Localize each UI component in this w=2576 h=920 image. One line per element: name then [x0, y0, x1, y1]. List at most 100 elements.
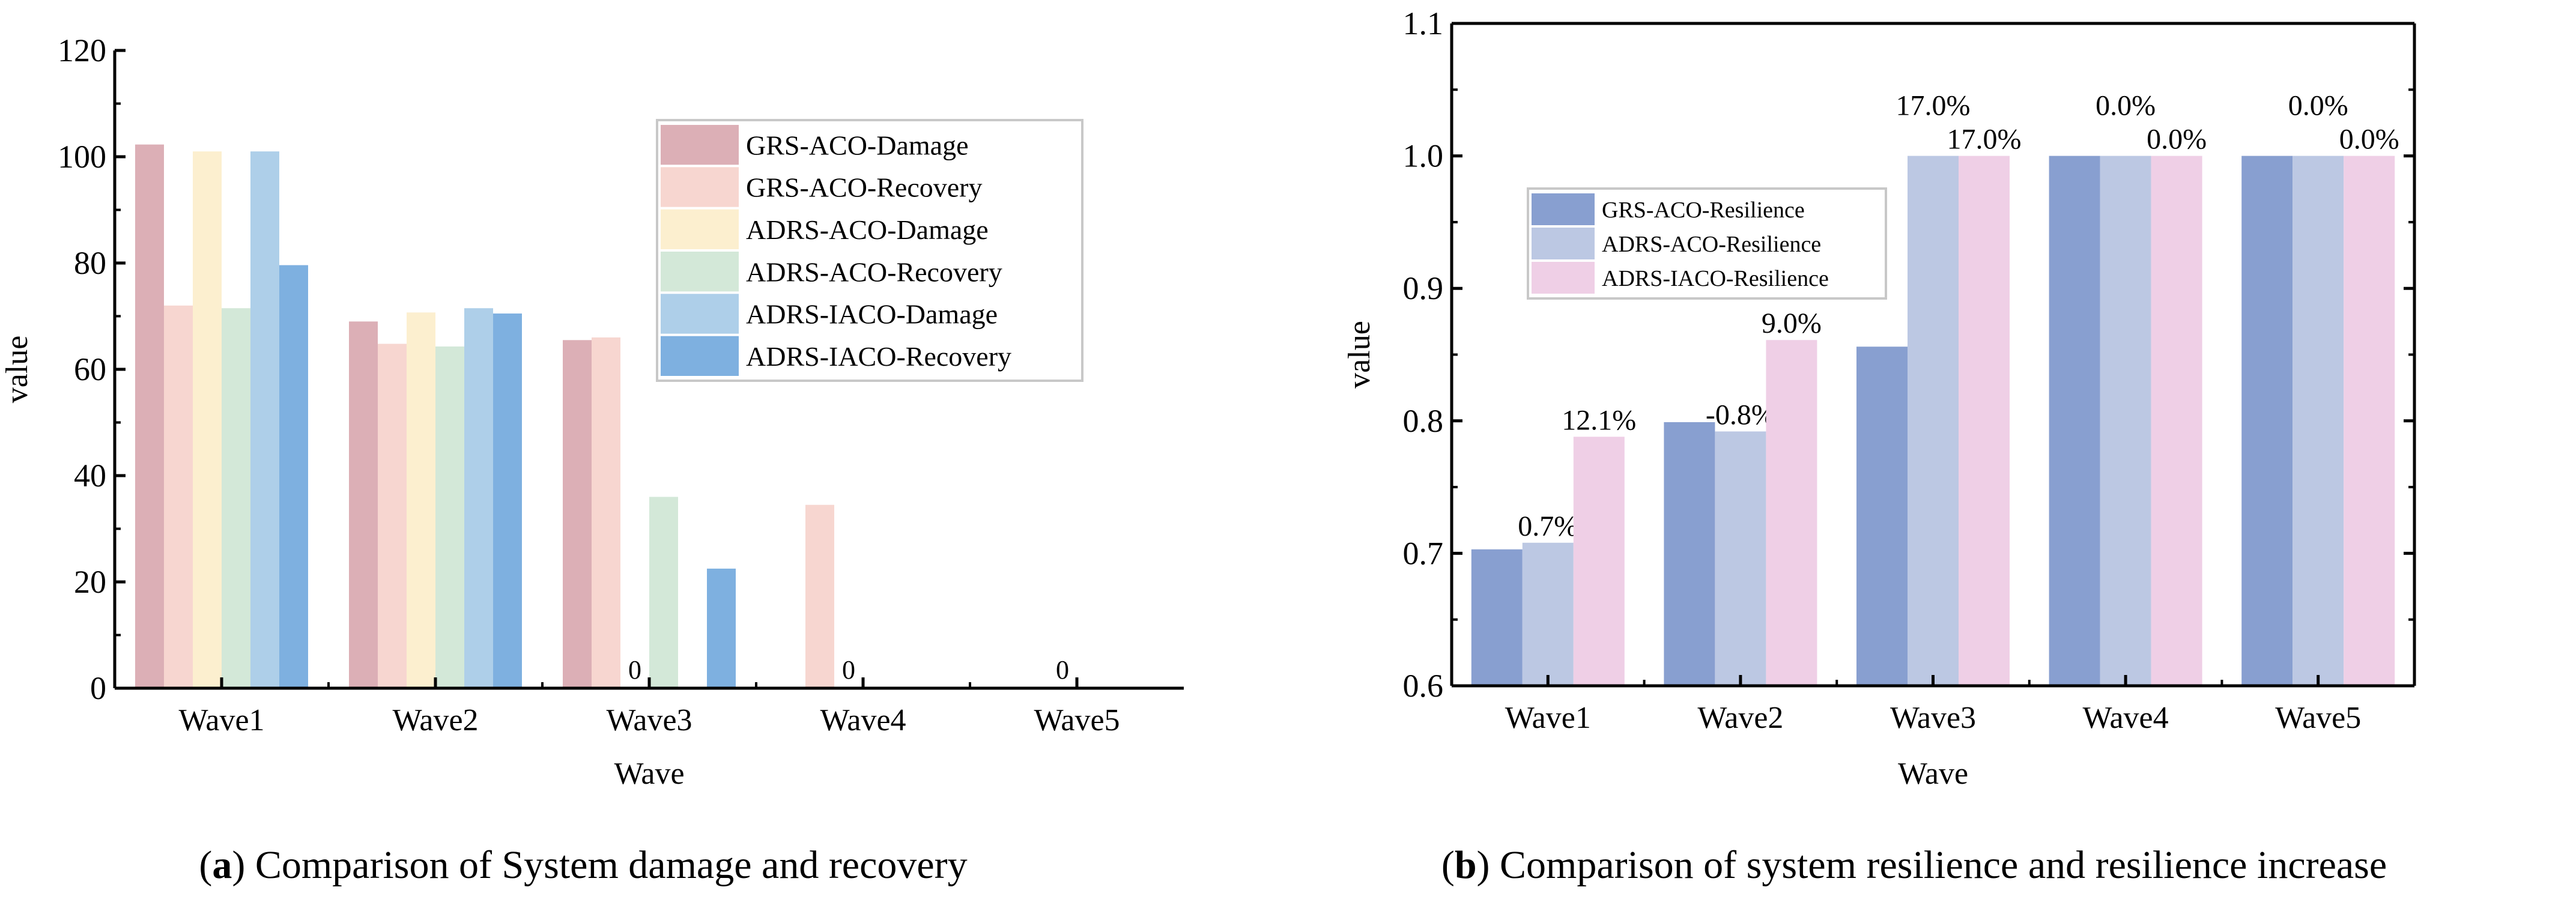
x-axis-label: Wave	[1898, 757, 1968, 791]
x-tick-label: Wave3	[606, 703, 692, 737]
bar	[592, 337, 620, 688]
caption-paren: (	[1441, 843, 1455, 887]
y-tick-label: 0.6	[1403, 668, 1444, 704]
y-tick-label: 20	[74, 564, 106, 600]
y-tick-label: 40	[74, 458, 106, 494]
bar	[2151, 156, 2202, 686]
y-tick-label: 1.1	[1403, 5, 1444, 41]
legend-swatch	[661, 252, 739, 292]
x-axis-label: Wave	[614, 757, 684, 791]
bar	[135, 144, 164, 688]
caption-paren: )	[232, 843, 255, 887]
y-tick-label: 1.0	[1403, 138, 1444, 174]
bar	[1522, 542, 1574, 686]
y-tick-label: 0	[90, 670, 106, 706]
bar	[193, 151, 222, 688]
y-tick-label: 0.7	[1403, 535, 1444, 571]
x-tick-label: Wave3	[1890, 701, 1976, 735]
data-label: 17.0%	[1947, 124, 2022, 156]
bar	[378, 343, 407, 688]
y-tick-label: 120	[58, 32, 106, 68]
data-label: 0.0%	[2096, 90, 2156, 122]
caption-letter: b	[1455, 843, 1477, 887]
bar	[2293, 156, 2344, 686]
legend-label: ADRS-ACO-Resilience	[1602, 232, 1821, 257]
x-tick-label: Wave4	[2083, 701, 2169, 735]
caption: (b) Comparison of system resilience and …	[1441, 843, 2387, 887]
bar	[707, 568, 736, 688]
legend-swatch	[661, 167, 739, 207]
bar	[349, 321, 378, 688]
x-tick-label: Wave5	[2275, 701, 2361, 735]
legend-label: GRS-ACO-Recovery	[746, 172, 983, 203]
bar	[407, 312, 435, 688]
x-tick-label: Wave5	[1034, 703, 1120, 737]
y-tick-label: 80	[74, 245, 106, 281]
x-tick-label: Wave4	[820, 703, 906, 737]
bar	[805, 504, 834, 688]
bar	[1471, 549, 1523, 686]
y-axis-label: value	[0, 336, 34, 404]
legend-swatch	[1532, 228, 1595, 259]
bar	[435, 346, 464, 688]
caption-paren: )	[1477, 843, 1500, 887]
data-label: 0.0%	[2288, 90, 2348, 122]
data-label: 0	[1056, 655, 1069, 685]
bar	[1856, 347, 1908, 686]
y-tick-label: 100	[58, 139, 106, 175]
legend-label: ADRS-IACO-Recovery	[746, 341, 1011, 372]
data-label: 0	[842, 655, 855, 685]
data-label: 0.7%	[1518, 510, 1578, 542]
data-label: 0.0%	[2339, 124, 2399, 156]
bar	[250, 151, 279, 688]
legend-label: ADRS-IACO-Damage	[746, 299, 998, 330]
legend-label: ADRS-ACO-Recovery	[746, 256, 1002, 287]
caption: (a) Comparison of System damage and reco…	[199, 843, 967, 887]
data-label: 9.0%	[1762, 307, 1822, 339]
bar	[1715, 431, 1766, 686]
bar	[1766, 340, 1817, 686]
legend-label: GRS-ACO-Resilience	[1602, 198, 1805, 223]
y-axis-label: value	[1342, 321, 1377, 389]
bar	[279, 265, 308, 688]
legend-swatch	[1532, 262, 1595, 294]
data-label: 0	[628, 655, 641, 685]
caption-paren: (	[199, 843, 212, 887]
bar	[164, 305, 193, 688]
bar	[1908, 156, 1959, 686]
bar	[649, 497, 678, 688]
legend-label: ADRS-IACO-Resilience	[1602, 266, 1829, 291]
caption-text: Comparison of System damage and recovery	[255, 843, 968, 887]
y-tick-label: 0.9	[1403, 270, 1444, 306]
caption-text: Comparison of system resilience and resi…	[1500, 843, 2387, 887]
x-tick-label: Wave2	[1697, 701, 1783, 735]
data-label: 0.0%	[2147, 124, 2207, 156]
legend-swatch	[1532, 193, 1595, 225]
bar	[2100, 156, 2151, 686]
bar	[2241, 156, 2293, 686]
bar	[493, 313, 522, 688]
bar	[1664, 422, 1715, 686]
y-tick-label: 0.8	[1403, 403, 1444, 439]
bar	[222, 308, 250, 688]
bar	[2344, 156, 2395, 686]
legend-swatch	[661, 125, 739, 165]
data-label: 17.0%	[1896, 90, 1971, 122]
data-label: 12.1%	[1562, 404, 1636, 436]
bar	[1959, 156, 2010, 686]
legend-swatch	[661, 336, 739, 376]
legend-label: GRS-ACO-Damage	[746, 130, 969, 160]
x-tick-label: Wave1	[1505, 701, 1591, 735]
x-tick-label: Wave2	[392, 703, 478, 737]
y-tick-label: 60	[74, 351, 106, 387]
data-label: -0.8%	[1706, 399, 1775, 431]
bar	[1573, 437, 1625, 686]
caption-letter: a	[212, 843, 232, 887]
bar	[2049, 156, 2100, 686]
x-tick-label: Wave1	[178, 703, 264, 737]
bar	[464, 308, 493, 688]
legend-swatch	[661, 209, 739, 249]
bar	[563, 340, 592, 688]
legend-label: ADRS-ACO-Damage	[746, 214, 989, 245]
